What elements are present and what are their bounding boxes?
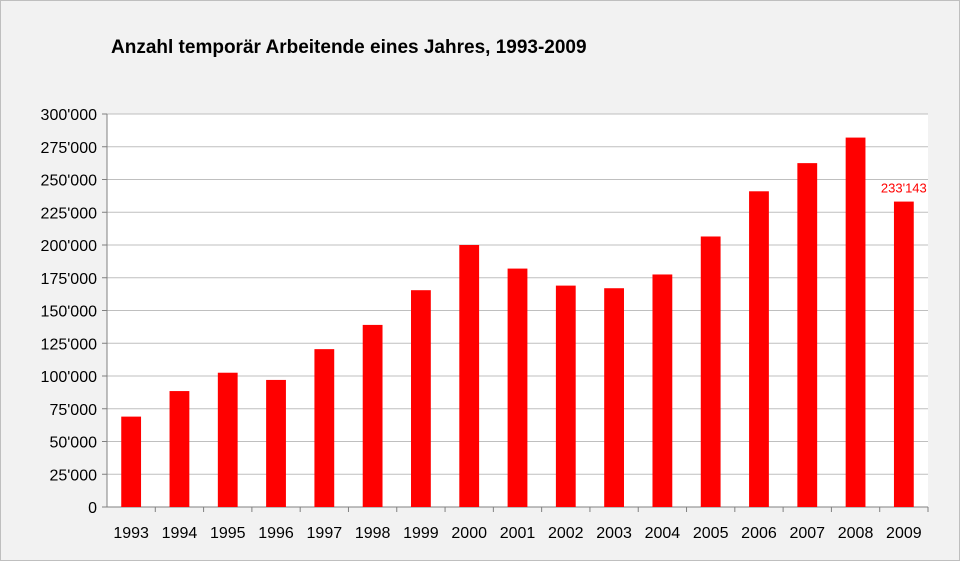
- y-tick-label: 75'000: [49, 402, 97, 419]
- y-tick-label: 0: [88, 500, 97, 517]
- x-tick-label: 2007: [789, 525, 825, 542]
- x-tick-label: 2004: [645, 525, 681, 542]
- x-tick-label: 1998: [355, 525, 391, 542]
- x-tick-label: 1999: [403, 525, 439, 542]
- chart-title: Anzahl temporär Arbeitende eines Jahres,…: [111, 37, 587, 58]
- bar-2008: [845, 137, 866, 507]
- x-tick-label: 2006: [741, 525, 777, 542]
- y-tick-label: 200'000: [41, 238, 98, 255]
- bar-1996: [266, 379, 286, 507]
- x-tick-label: 2009: [886, 525, 922, 542]
- x-tick-label: 1996: [258, 525, 294, 542]
- data-label: 233'143: [881, 181, 927, 196]
- bar-1994: [169, 391, 190, 507]
- bar-2000: [459, 245, 480, 507]
- bar-2007: [797, 163, 818, 507]
- x-tick-label: 2001: [500, 525, 536, 542]
- bar-1998: [362, 324, 383, 507]
- y-tick-label: 275'000: [41, 140, 98, 157]
- bar-2006: [749, 191, 769, 508]
- bar-2009: [893, 201, 914, 507]
- x-tick-label: 2000: [451, 525, 487, 542]
- y-tick-label: 300'000: [41, 107, 98, 124]
- bar-2001: [507, 268, 528, 507]
- y-tick-label: 150'000: [41, 304, 98, 321]
- x-tick-label: 2002: [548, 525, 584, 542]
- x-tick-label: 2008: [838, 525, 874, 542]
- bar-2003: [604, 288, 624, 507]
- bar-1997: [314, 349, 335, 507]
- y-tick-label: 25'000: [49, 467, 97, 484]
- x-tick-label: 1994: [162, 525, 198, 542]
- y-tick-label: 100'000: [41, 369, 98, 386]
- bar-2002: [555, 285, 576, 507]
- y-tick-label: 250'000: [41, 173, 98, 190]
- y-tick-label: 225'000: [41, 205, 98, 222]
- x-tick-label: 1997: [307, 525, 343, 542]
- bar-2004: [652, 274, 673, 507]
- y-tick-label: 125'000: [41, 336, 98, 353]
- bar-1995: [217, 372, 238, 507]
- bar-2005: [700, 236, 721, 508]
- y-tick-label: 50'000: [49, 435, 97, 452]
- x-tick-label: 2005: [693, 525, 729, 542]
- x-tick-label: 1993: [113, 525, 149, 542]
- bar-1993: [121, 416, 142, 507]
- y-tick-label: 175'000: [41, 271, 98, 288]
- x-tick-label: 1995: [210, 525, 246, 542]
- bar-1999: [411, 290, 431, 507]
- x-tick-label: 2003: [596, 525, 632, 542]
